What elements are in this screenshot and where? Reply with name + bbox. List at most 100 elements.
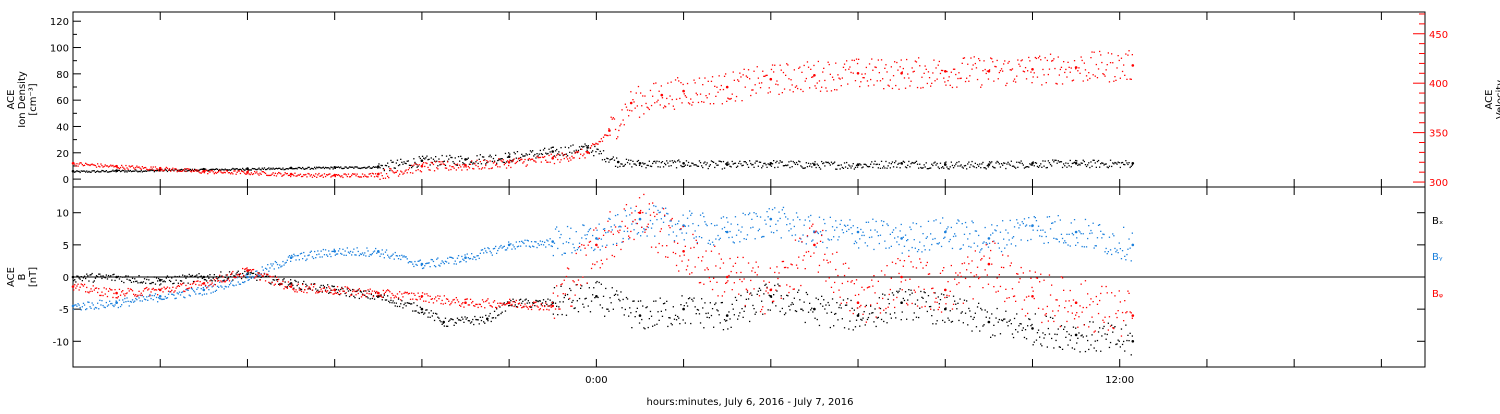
data-dot — [202, 294, 203, 295]
data-dot — [856, 242, 857, 243]
data-dot — [752, 267, 753, 268]
data-dot — [1019, 162, 1020, 163]
data-dot — [244, 281, 245, 282]
data-dot — [193, 282, 194, 283]
data-dot — [288, 281, 289, 282]
data-dot — [480, 317, 481, 318]
data-dot — [946, 228, 947, 229]
data-dot — [932, 323, 933, 324]
data-dot — [766, 167, 767, 168]
data-dot — [553, 314, 554, 315]
data-dot — [728, 275, 729, 276]
data-dot — [895, 263, 896, 264]
data-dot — [1053, 238, 1054, 239]
data-dot — [743, 317, 744, 318]
data-dot — [486, 300, 487, 301]
data-dot — [132, 278, 133, 279]
data-dot — [96, 167, 97, 168]
data-dot — [873, 275, 874, 276]
data-dot — [756, 93, 757, 94]
data-dot — [236, 277, 237, 278]
data-dot — [125, 165, 126, 166]
data-dot — [958, 220, 959, 221]
data-dot — [609, 211, 610, 212]
data-dot — [389, 302, 390, 303]
data-dot — [114, 280, 115, 281]
data-dot — [722, 228, 723, 229]
data-dot — [153, 288, 154, 289]
data-point — [988, 263, 991, 266]
data-dot — [371, 254, 372, 255]
data-dot — [781, 70, 782, 71]
data-dot — [381, 172, 382, 173]
data-dot — [629, 163, 630, 164]
axis-label-line: Ion Density — [17, 71, 28, 128]
data-dot — [233, 285, 234, 286]
data-dot — [591, 145, 592, 146]
data-dot — [87, 275, 88, 276]
data-dot — [680, 304, 681, 305]
data-dot — [159, 168, 160, 169]
data-dot — [601, 153, 602, 154]
data-dot — [956, 284, 957, 285]
data-dot — [201, 288, 202, 289]
data-dot — [316, 254, 317, 255]
data-dot — [774, 167, 775, 168]
data-dot — [763, 280, 764, 281]
data-dot — [408, 160, 409, 161]
data-dot — [329, 168, 330, 169]
data-dot — [1091, 334, 1092, 335]
data-dot — [560, 286, 561, 287]
data-dot — [1029, 319, 1030, 320]
data-dot — [203, 170, 204, 171]
data-dot — [736, 272, 737, 273]
data-dot — [850, 72, 851, 73]
data-dot — [1119, 60, 1120, 61]
data-dot — [170, 171, 171, 172]
data-dot — [807, 61, 808, 62]
data-dot — [1083, 160, 1084, 161]
data-dot — [676, 99, 677, 100]
data-dot — [704, 77, 705, 78]
data-dot — [900, 230, 901, 231]
data-dot — [1006, 83, 1007, 84]
data-dot — [647, 226, 648, 227]
data-dot — [739, 241, 740, 242]
data-dot — [1023, 223, 1024, 224]
data-dot — [608, 162, 609, 163]
data-dot — [543, 149, 544, 150]
data-dot — [612, 119, 613, 120]
data-dot — [814, 161, 815, 162]
data-dot — [813, 164, 814, 165]
data-dot — [655, 162, 656, 163]
data-dot — [636, 165, 637, 166]
data-dot — [858, 294, 859, 295]
data-dot — [326, 254, 327, 255]
data-point — [464, 256, 467, 259]
data-dot — [997, 225, 998, 226]
data-dot — [471, 160, 472, 161]
data-dot — [693, 238, 694, 239]
data-dot — [442, 260, 443, 261]
data-dot — [826, 313, 827, 314]
data-dot — [687, 83, 688, 84]
data-dot — [970, 316, 971, 317]
data-dot — [328, 286, 329, 287]
data-dot — [528, 240, 529, 241]
data-dot — [263, 275, 264, 276]
data-dot — [717, 165, 718, 166]
data-dot — [353, 168, 354, 169]
data-dot — [102, 295, 103, 296]
data-dot — [811, 308, 812, 309]
data-dot — [1132, 54, 1133, 55]
data-dot — [212, 170, 213, 171]
data-dot — [176, 169, 177, 170]
data-dot — [571, 252, 572, 253]
bottom-right-axis — [1417, 213, 1425, 342]
data-dot — [355, 294, 356, 295]
data-dot — [471, 253, 472, 254]
data-dot — [866, 165, 867, 166]
data-dot — [687, 265, 688, 266]
data-dot — [695, 82, 696, 83]
data-dot — [222, 276, 223, 277]
